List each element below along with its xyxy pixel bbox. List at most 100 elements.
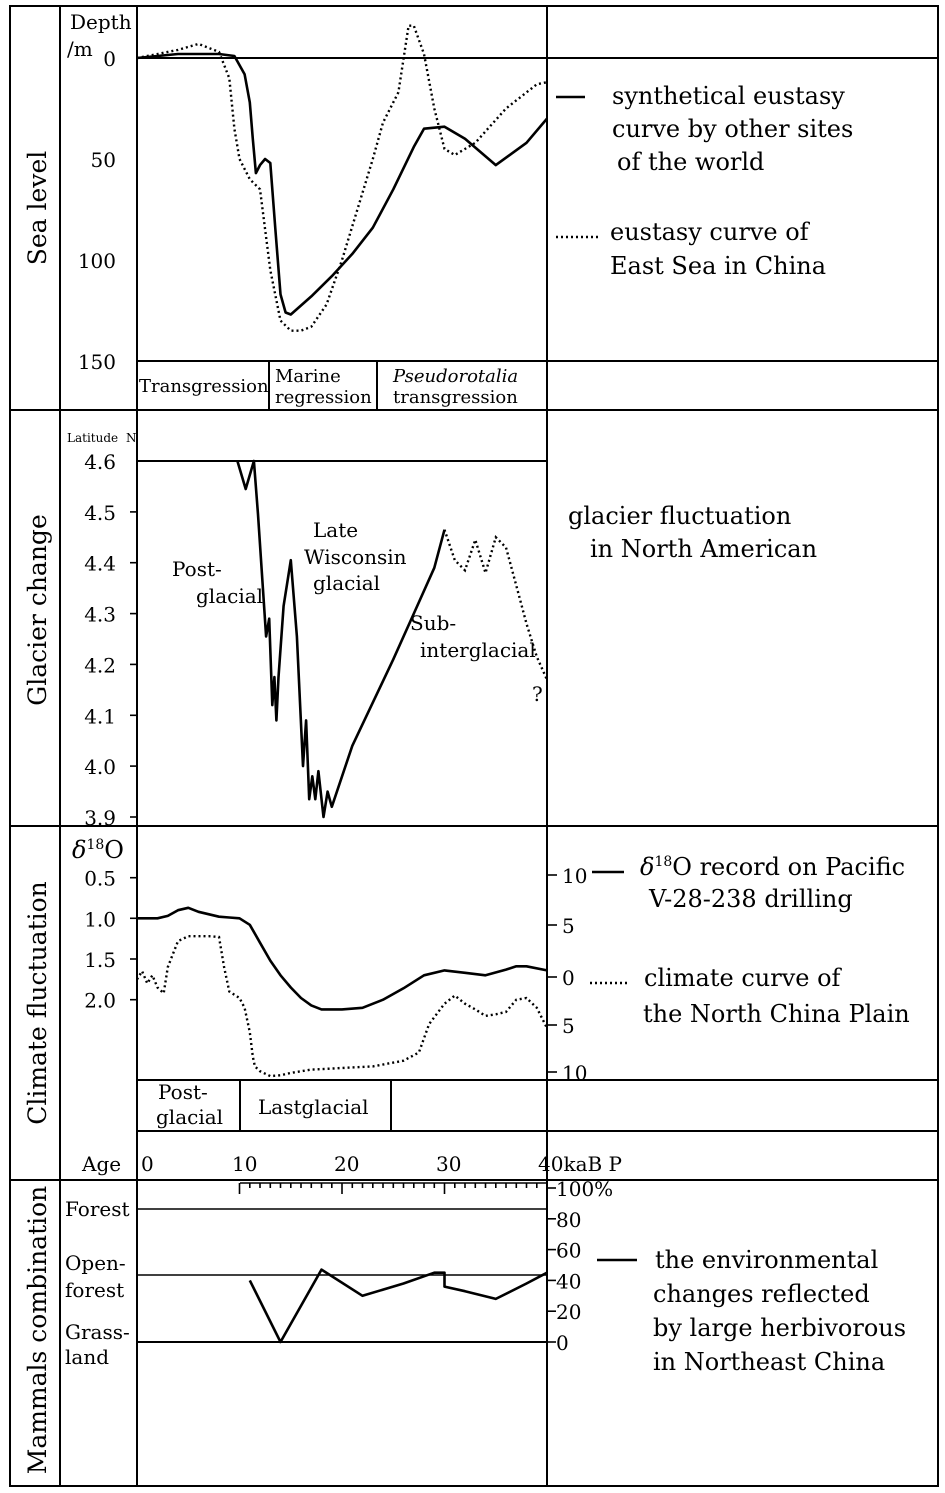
legend-glacier-line1: glacier fluctuation [568,502,791,530]
category-grassland-line1: Grass- [65,1320,130,1344]
age-tick-10: 10 [232,1152,257,1176]
stage-marine-regression-line2: regression [275,387,372,408]
age-axis: Age 0 10 20 30 40kaB P [81,1152,622,1176]
ylabel-latitude: Latitude [67,431,118,445]
age-tick-40: 40kaB P [538,1152,622,1176]
latitude-tick-label: 3.9 [84,806,116,830]
legend-east-sea-line1: eustasy curve of [610,218,811,246]
mammals-right-tick-label: 80 [556,1208,581,1232]
depth-tick-label: 150 [78,350,116,374]
category-open-forest-line2: forest [65,1278,124,1302]
climate-right-tick-label: 0 [562,966,575,990]
panel-climate-fluctuation: Climate fluctuation δ18O Post- glacial L… [23,836,938,1176]
latitude-tick-label: 4.6 [84,450,116,474]
latitude-tick-label: 4.4 [84,552,116,576]
annot-question-mark: ? [532,682,543,706]
age-tick-30: 30 [436,1152,461,1176]
glacier-curve-dotted-1 [443,529,549,681]
climate-right-tick-label: 10 [562,864,587,888]
annot-postglacial-line1: Post- [172,557,222,581]
grid-frame [9,5,939,1487]
row-title-mammals-combination: Mammals combination [23,1186,52,1475]
mammals-curve-solid-0 [248,1268,548,1344]
climate-right-tick-label: 10 [562,1061,587,1085]
ylabel-latitude-n: N [126,431,137,445]
legend-mammals-line4: in Northeast China [653,1348,885,1376]
legend-delta18o-line2: V-28-238 drilling [648,885,853,913]
annot-wisconsin-line2: Wisconsin [304,545,407,569]
climate-right-tick-label: 5 [562,1014,575,1038]
latitude-tick-label: 4.5 [84,501,116,525]
stage-postglacial-line1: Post- [158,1080,208,1104]
row-title-climate-fluctuation: Climate fluctuation [23,881,52,1125]
sea-level-curve-solid-0 [136,52,548,316]
delta18o-tick-label: 1.0 [84,907,116,931]
legend-north-china-line2: the North China Plain [643,1000,910,1028]
mammals-right-tick-label: 60 [556,1239,581,1263]
legend-glacier-line2: in North American [590,535,817,563]
depth-tick-label: 50 [91,148,116,172]
stage-lastglacial: Lastglacial [258,1095,369,1119]
climate-curve-dotted-1 [135,935,549,1078]
age-tick-20: 20 [334,1152,359,1176]
ylabel-depth-line1: Depth [70,10,132,34]
legend-climate: δ18O record on Pacific V-28-238 drilling… [590,853,910,1028]
stage-postglacial-line2: glacial [156,1105,223,1129]
legend-north-china-line1: climate curve of [644,964,843,992]
delta18o-tick-label: 1.5 [84,948,116,972]
legend-east-sea-line2: East Sea in China [610,252,826,280]
legend-glacier: glacier fluctuation in North American [568,502,817,563]
legend-synthetical-line3: of the world [617,148,764,176]
mammals-right-tick-label: 100% [556,1177,613,1201]
glacier-annotations: Post- glacial Late Wisconsin glacial Sub… [172,518,543,706]
annot-postglacial-line2: glacial [196,584,263,608]
category-grassland-line2: land [65,1345,109,1369]
outer-border [9,5,939,1487]
depth-tick-label: 0 [103,47,116,71]
ylabel-delta18o: δ18O [72,836,124,864]
annot-wisconsin-line1: Late [313,518,358,542]
legend-synthetical-line2: curve by other sites [612,115,853,143]
row-title-glacier-change: Glacier change [23,514,52,705]
legend-synthetical-line1: synthetical eustasy [612,82,845,110]
age-tick-0: 0 [141,1152,154,1176]
panel-sea-level: Sea level Depth /m 0 50 100 150 Transgressi… [23,10,938,410]
legend-mammals-line2: changes reflected [653,1280,870,1308]
mammals-right-tick-label: 40 [556,1269,581,1293]
glacier-curve-solid-0 [236,459,446,819]
mammals-right-tick-label: 20 [556,1300,581,1324]
climate-stage-labels: Post- glacial Lastglacial [156,1080,369,1129]
depth-tick-label: 100 [78,249,116,273]
stage-transgression: Transgression [139,376,269,397]
stage-pseudorotalia-italic: Pseudorotalia [392,366,518,387]
climate-curve-solid-0 [137,906,548,1011]
category-open-forest-line1: Open- [65,1251,126,1275]
row-title-sea-level: Sea level [23,151,52,265]
annot-wisconsin-line3: glacial [313,571,380,595]
latitude-tick-label: 4.3 [84,603,116,627]
panel-mammals-combination: Mammals combination Forest Open- forest … [23,1177,906,1474]
delta18o-tick-label: 0.5 [84,867,116,891]
delta18o-tick-label: 2.0 [84,989,116,1013]
legend-mammals-line1: the environmental [655,1246,878,1274]
stage-marine-regression-line1: Marine [275,366,341,387]
annot-subinterglacial-line1: Sub- [410,611,456,635]
stage-pseudorotalia-line2: transgression [393,387,518,408]
mammals-category-labels: Forest Open- forest Grass- land [65,1197,130,1369]
legend-mammals-line3: by large herbivorous [653,1314,906,1342]
latitude-tick-label: 4.1 [84,704,116,728]
panel-glacier-change: Glacier change Latitude N 4.6 4.5 4.4 4.3 4.… [23,431,817,830]
category-forest: Forest [65,1197,130,1221]
climate-right-tick-label: 5 [562,914,575,938]
age-axis-label: Age [81,1152,121,1176]
mammals-right-tick-label: 0 [556,1331,569,1355]
sea-level-curve-dotted-1 [136,24,548,332]
legend-delta18o-line1: δ18O record on Pacific [640,853,905,881]
ylabel-depth-line2: /m [67,37,93,61]
annot-subinterglacial-line2: interglacial [420,638,536,662]
sea-level-stage-labels: Transgression Marine regression Pseudoro… [139,366,518,408]
legend-sea-level: synthetical eustasy curve by other sites… [556,82,853,280]
legend-mammals: the environmental changes reflected by l… [597,1246,906,1376]
latitude-tick-label: 4.2 [84,653,116,677]
